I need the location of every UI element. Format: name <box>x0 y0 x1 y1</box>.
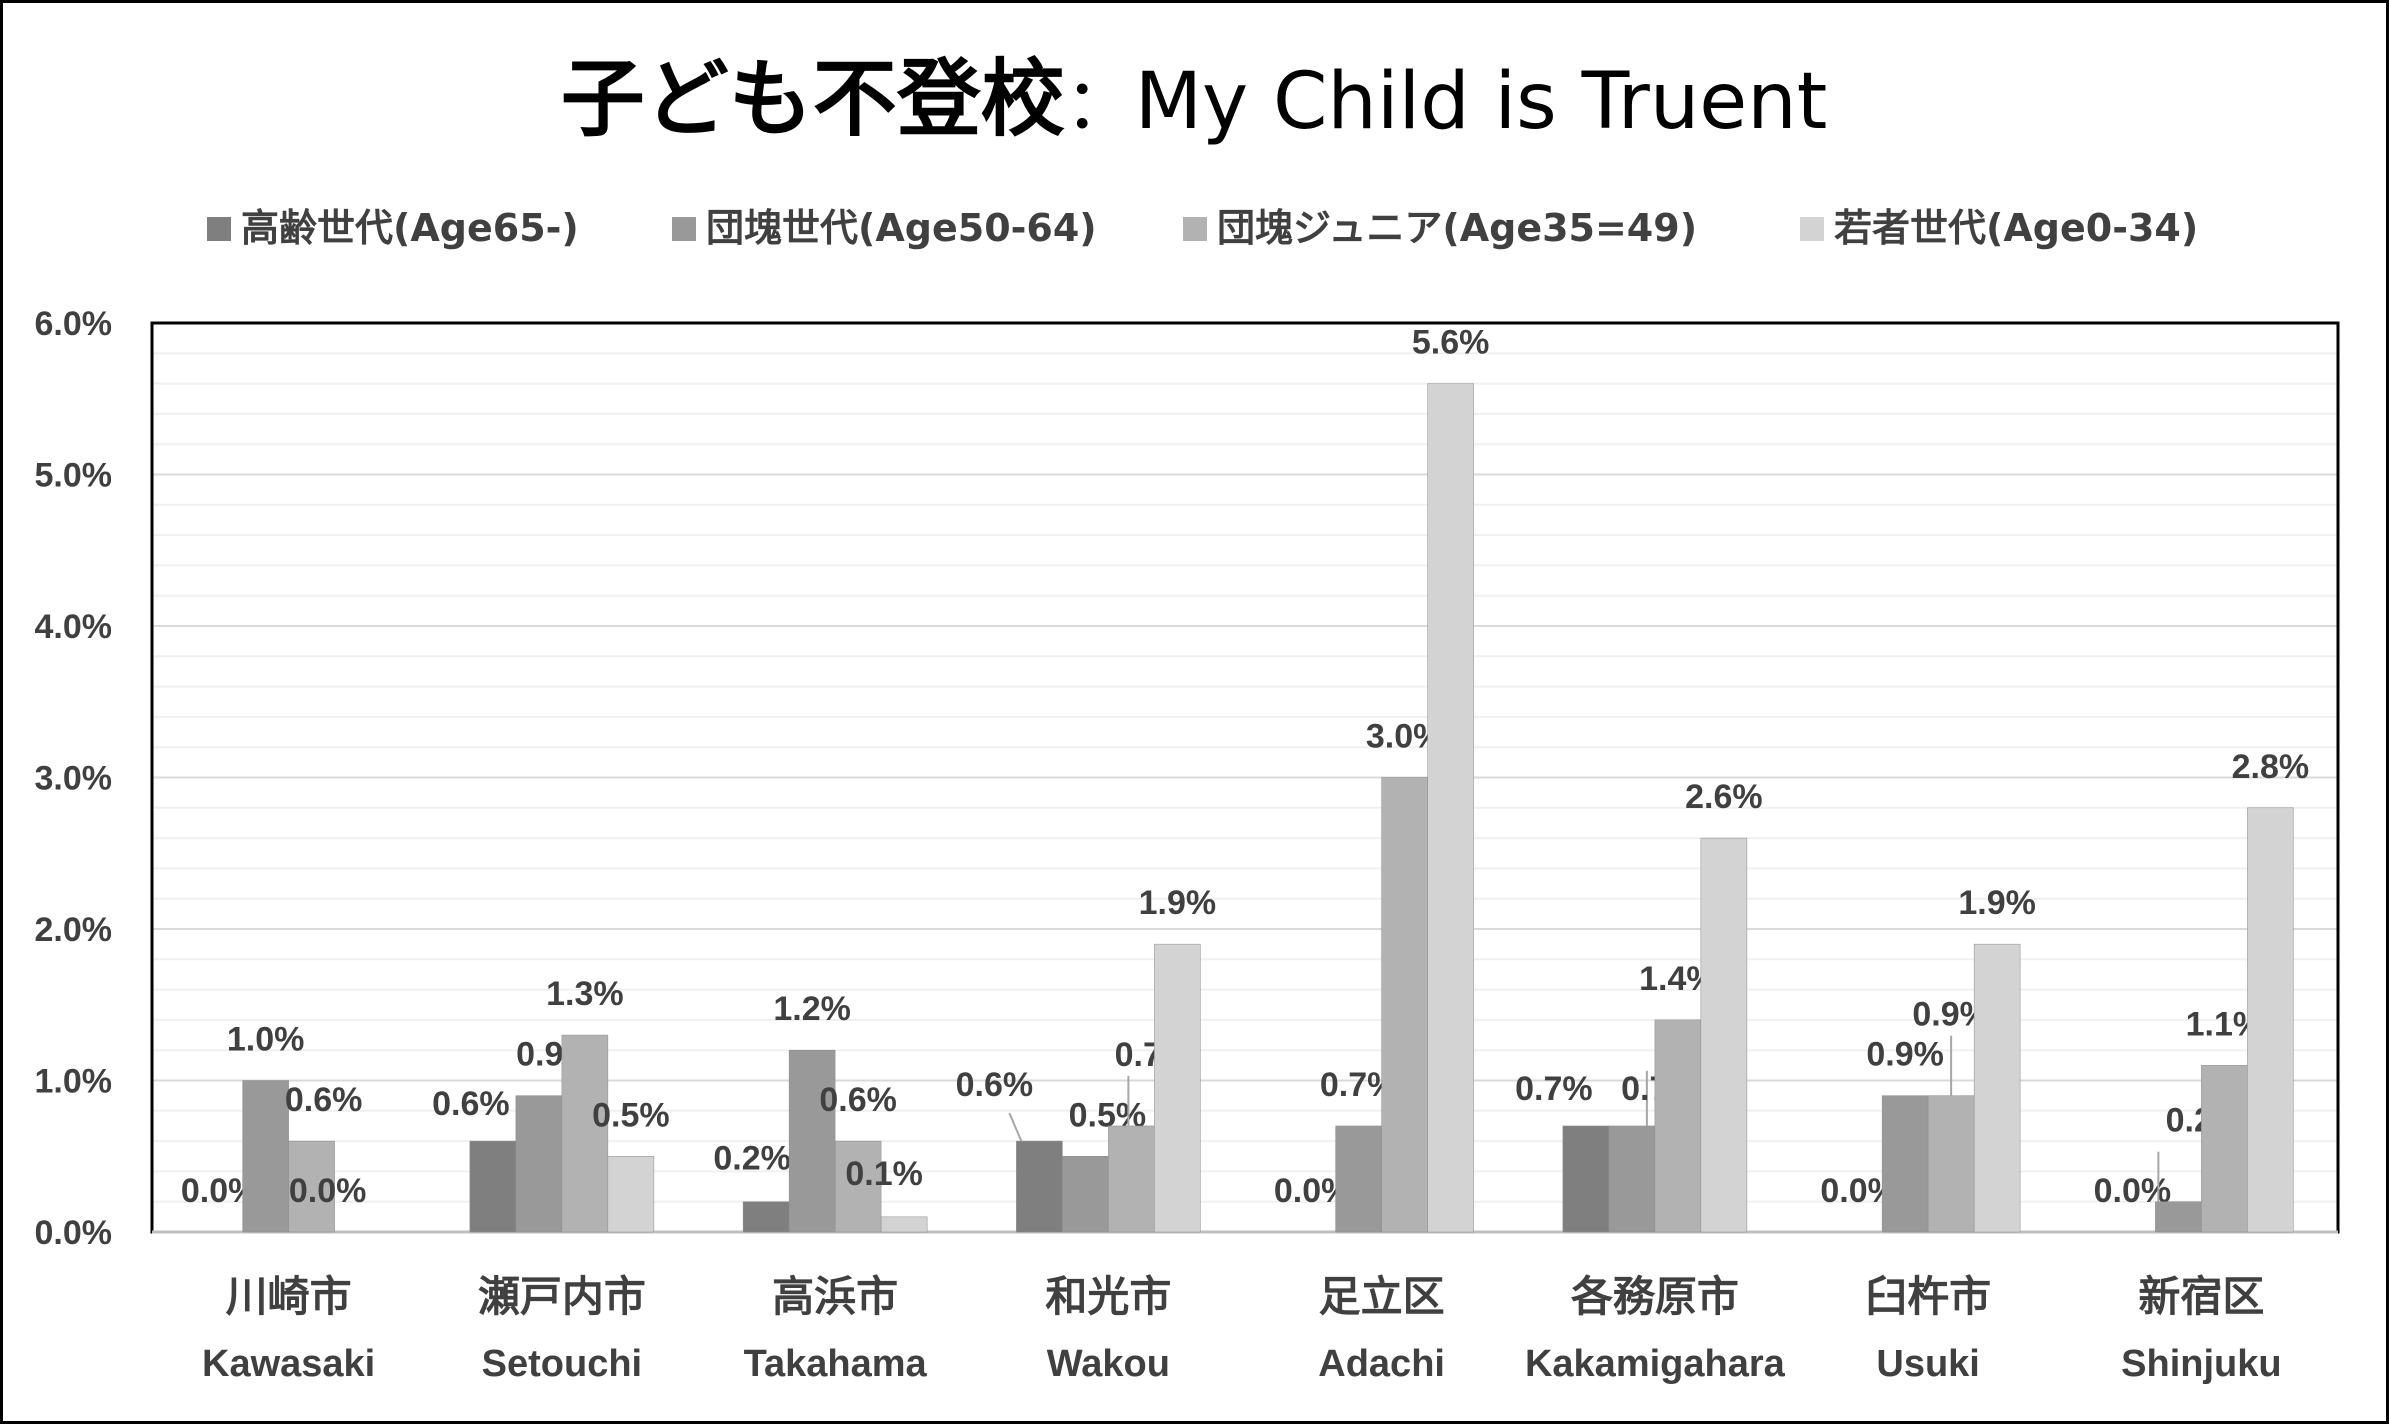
data-label-2-3: 1.3% <box>546 975 624 1013</box>
bar-7-2 <box>1881 1095 1929 1233</box>
category-label-en: Shinjuku <box>2121 1343 2281 1385</box>
bar-3-4 <box>880 1216 928 1233</box>
y-tick-label: 2.0% <box>35 911 113 949</box>
y-tick-label: 3.0% <box>35 760 113 798</box>
data-label-5-4: 5.6% <box>1412 324 1490 362</box>
category-label-en: Kakamigahara <box>1525 1343 1786 1385</box>
data-label-7-4: 1.9% <box>1958 884 2036 922</box>
bar-4-2 <box>1062 1156 1109 1233</box>
chart-subtitle: My Child is Truent <box>1135 57 1828 147</box>
legend-label-1: 高齢世代(Age65-) <box>241 206 579 250</box>
data-label-7-2: 0.9% <box>1866 1036 1944 1074</box>
chart-title-jp: 子ども不登校 <box>561 50 1065 148</box>
category-label-jp: 新宿区 <box>2138 1272 2264 1321</box>
y-tick-label: 5.0% <box>35 457 113 495</box>
legend-swatch-1 <box>207 217 231 241</box>
legend-label-2: 団塊世代(Age50-64) <box>706 206 1097 250</box>
bar-4-3 <box>1108 1125 1155 1233</box>
bar-4-4 <box>1154 943 1201 1233</box>
data-label-6-1: 0.7% <box>1515 1070 1593 1108</box>
chart-title: 子ども不登校：My Child is Truent <box>561 50 1828 148</box>
bar-6-3 <box>1654 1019 1702 1233</box>
bar-4-1 <box>1016 1140 1063 1233</box>
y-tick-label: 4.0% <box>35 608 113 646</box>
category-label-jp: 臼杵市 <box>1865 1272 1991 1321</box>
bar-5-3 <box>1381 777 1428 1233</box>
bar-6-1 <box>1562 1125 1610 1233</box>
category-label-en: Usuki <box>1876 1343 1979 1385</box>
data-label-3-2: 1.2% <box>773 990 851 1028</box>
category-label-jp: 足立区 <box>1319 1272 1445 1321</box>
bar-5-2 <box>1335 1125 1382 1233</box>
data-label-6-4: 2.6% <box>1685 778 1763 816</box>
data-label-2-1: 0.6% <box>432 1085 510 1123</box>
legend-label-4: 若者世代(Age0-34) <box>1834 206 2198 250</box>
data-label-1-4: 0.0% <box>289 1172 367 1210</box>
bar-7-3 <box>1927 1095 1975 1233</box>
bar-3-1 <box>742 1201 790 1233</box>
category-label-en: Adachi <box>1318 1343 1445 1385</box>
y-tick-label: 1.0% <box>35 1063 113 1101</box>
category-label-en: Takahama <box>744 1343 928 1385</box>
bar-2-2 <box>515 1095 563 1233</box>
data-label-1-3: 0.6% <box>285 1081 363 1119</box>
legend-swatch-4 <box>1800 217 1824 241</box>
data-label-4-1: 0.6% <box>956 1066 1034 1104</box>
data-label-3-4: 0.1% <box>845 1155 923 1193</box>
bar-5-4 <box>1427 383 1474 1233</box>
category-label-en: Wakou <box>1047 1343 1170 1385</box>
category-label-en: Kawasaki <box>202 1343 375 1385</box>
bar-1-2 <box>242 1080 289 1233</box>
bar-6-4 <box>1700 837 1748 1233</box>
bar-8-4 <box>2247 807 2294 1233</box>
data-label-4-4: 1.9% <box>1139 884 1217 922</box>
chart-title-separator: ： <box>1065 63 1135 145</box>
y-tick-label: 0.0% <box>35 1214 113 1252</box>
category-label-jp: 和光市 <box>1045 1272 1171 1321</box>
data-label-3-3: 0.6% <box>819 1081 897 1119</box>
bar-6-2 <box>1608 1125 1656 1233</box>
data-label-leader <box>1008 1112 1023 1142</box>
bar-8-3 <box>2201 1065 2248 1233</box>
data-label-3-1: 0.2% <box>713 1140 791 1178</box>
legend-swatch-2 <box>672 217 696 241</box>
legend-label-3: 団塊ジュニア(Age35=49) <box>1217 206 1697 250</box>
category-label-jp: 高浜市 <box>772 1272 898 1321</box>
category-label-en: Setouchi <box>482 1343 642 1385</box>
bar-8-2 <box>2155 1201 2202 1233</box>
bar-3-2 <box>788 1049 836 1233</box>
bar-2-3 <box>561 1034 609 1233</box>
bar-2-4 <box>607 1156 655 1233</box>
bar-2-1 <box>469 1140 517 1233</box>
bar-1-3 <box>288 1140 335 1233</box>
category-label-jp: 各務原市 <box>1571 1272 1739 1321</box>
data-label-2-4: 0.5% <box>592 1096 670 1134</box>
bar-7-4 <box>1973 943 2021 1233</box>
y-tick-label: 6.0% <box>35 305 113 343</box>
data-label-1-2: 1.0% <box>227 1021 305 1059</box>
data-label-8-4: 2.8% <box>2232 748 2310 786</box>
bar-3-3 <box>834 1140 882 1233</box>
category-label-jp: 瀬戸内市 <box>478 1272 646 1321</box>
category-label-jp: 川崎市 <box>226 1272 352 1321</box>
legend-swatch-3 <box>1183 217 1207 241</box>
